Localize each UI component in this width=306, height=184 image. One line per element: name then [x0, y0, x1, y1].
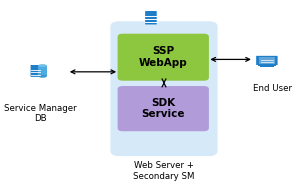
FancyBboxPatch shape: [145, 11, 157, 24]
Ellipse shape: [38, 75, 47, 78]
FancyBboxPatch shape: [118, 34, 209, 81]
Text: SSP
WebApp: SSP WebApp: [139, 46, 188, 68]
Bar: [38, 66, 47, 76]
FancyBboxPatch shape: [118, 86, 209, 131]
Ellipse shape: [38, 64, 47, 67]
Text: Service Manager
DB: Service Manager DB: [5, 104, 77, 123]
Bar: [258, 65, 276, 66]
FancyBboxPatch shape: [110, 21, 218, 156]
Bar: [260, 66, 274, 67]
Bar: [259, 57, 275, 64]
Text: Web Server +
Secondary SM: Web Server + Secondary SM: [133, 161, 195, 181]
Text: End User: End User: [253, 84, 292, 93]
FancyBboxPatch shape: [31, 65, 40, 77]
FancyBboxPatch shape: [256, 56, 278, 65]
Text: SDK
Service: SDK Service: [141, 98, 185, 119]
